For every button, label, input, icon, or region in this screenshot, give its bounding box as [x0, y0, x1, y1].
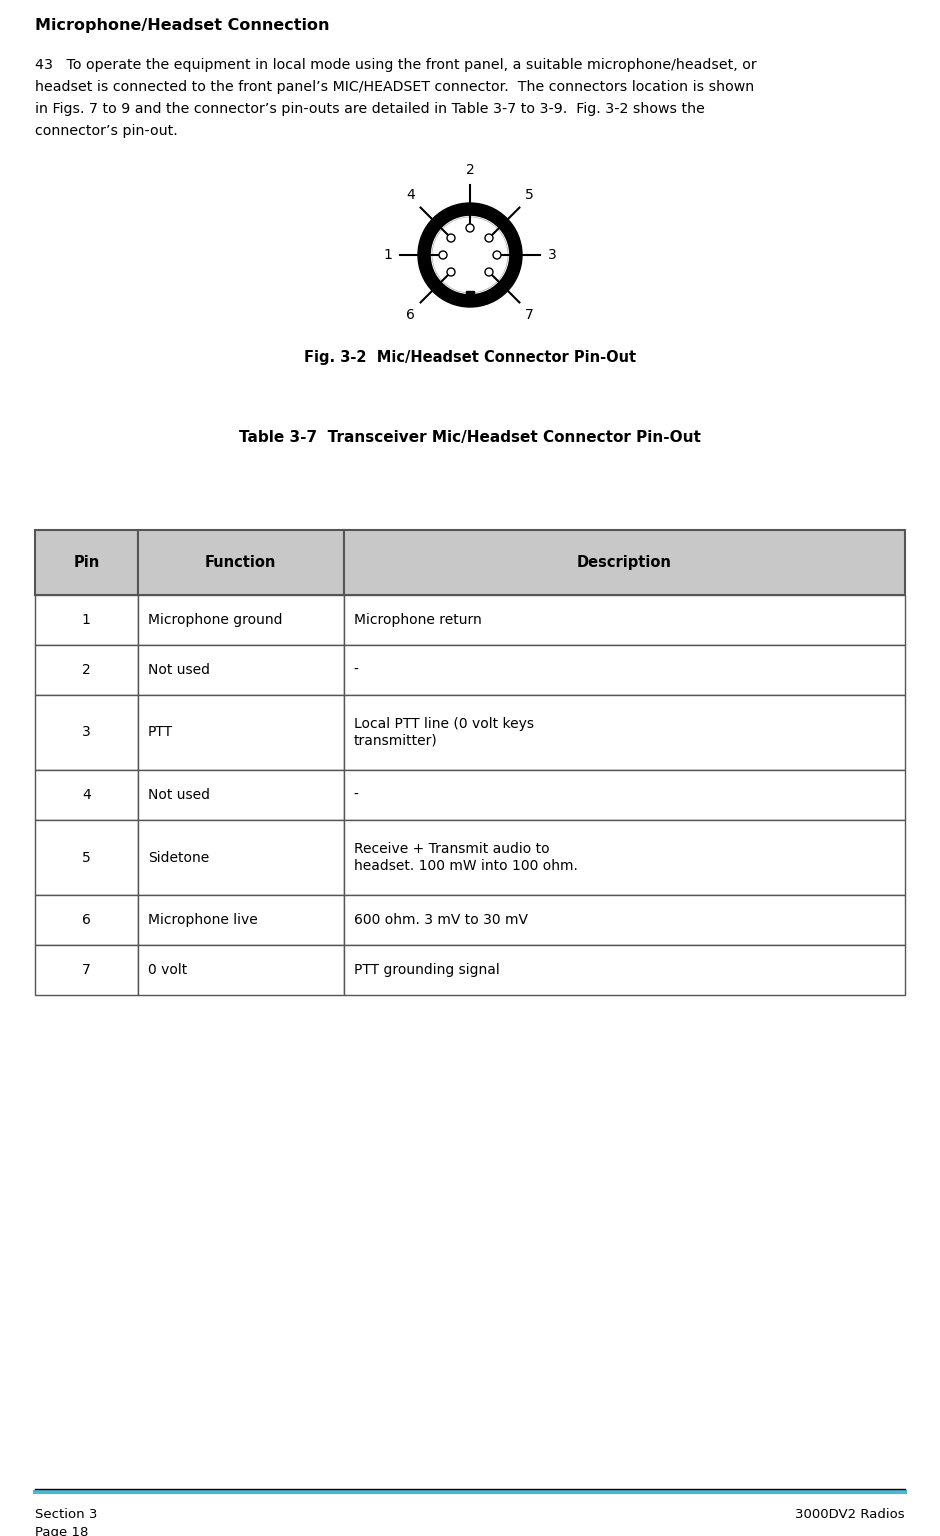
Text: 3: 3 — [82, 725, 90, 739]
Circle shape — [466, 224, 474, 232]
Text: 0 volt: 0 volt — [148, 963, 187, 977]
Circle shape — [439, 250, 447, 260]
Text: Page 18: Page 18 — [35, 1525, 88, 1536]
Text: Fig. 3-2  Mic/Headset Connector Pin-Out: Fig. 3-2 Mic/Headset Connector Pin-Out — [304, 350, 636, 366]
Bar — [344, 770, 905, 820]
Circle shape — [447, 267, 455, 276]
Text: Local PTT line (0 volt keys: Local PTT line (0 volt keys — [353, 717, 534, 731]
Text: connector’s pin-out.: connector’s pin-out. — [35, 124, 178, 138]
Text: Table 3-7  Transceiver Mic/Headset Connector Pin-Out: Table 3-7 Transceiver Mic/Headset Connec… — [239, 430, 701, 445]
Text: Microphone return: Microphone return — [353, 613, 481, 627]
Circle shape — [485, 267, 493, 276]
Circle shape — [430, 215, 510, 295]
Circle shape — [485, 233, 493, 243]
Text: 3: 3 — [548, 247, 556, 263]
Text: Microphone ground: Microphone ground — [148, 613, 282, 627]
Circle shape — [493, 250, 501, 260]
Bar — [137, 530, 344, 594]
Text: 2: 2 — [82, 664, 90, 677]
Bar — [344, 645, 905, 694]
Text: 600 ohm. 3 mV to 30 mV: 600 ohm. 3 mV to 30 mV — [353, 912, 528, 928]
Text: 7: 7 — [82, 963, 90, 977]
Text: Pin: Pin — [73, 554, 100, 570]
Text: Microphone/Headset Connection: Microphone/Headset Connection — [35, 18, 330, 32]
Text: 2: 2 — [465, 163, 475, 177]
Text: transmitter): transmitter) — [353, 734, 438, 748]
Text: Section 3: Section 3 — [35, 1508, 98, 1521]
Text: 3000DV2 Radios: 3000DV2 Radios — [795, 1508, 905, 1521]
Text: headset. 100 mW into 100 ohm.: headset. 100 mW into 100 ohm. — [353, 859, 578, 872]
Bar — [466, 290, 474, 296]
Bar — [137, 945, 344, 995]
Text: PTT grounding signal: PTT grounding signal — [353, 963, 499, 977]
Text: 5: 5 — [525, 187, 534, 201]
Text: 7: 7 — [525, 309, 534, 323]
Bar — [35, 945, 137, 995]
Text: 4: 4 — [82, 788, 90, 802]
Text: Microphone live: Microphone live — [148, 912, 258, 928]
Bar — [344, 594, 905, 645]
Bar — [137, 770, 344, 820]
Text: 4: 4 — [406, 187, 415, 201]
Text: 6: 6 — [82, 912, 91, 928]
Bar — [344, 820, 905, 895]
Bar — [137, 694, 344, 770]
Text: -: - — [353, 664, 359, 677]
Bar — [344, 895, 905, 945]
Bar — [35, 820, 137, 895]
Text: 5: 5 — [82, 851, 90, 865]
Text: Function: Function — [205, 554, 276, 570]
Text: in Figs. 7 to 9 and the connector’s pin-outs are detailed in Table 3-7 to 3-9.  : in Figs. 7 to 9 and the connector’s pin-… — [35, 101, 705, 117]
Circle shape — [447, 233, 455, 243]
Bar — [344, 694, 905, 770]
Text: headset is connected to the front panel’s MIC/HEADSET connector.  The connectors: headset is connected to the front panel’… — [35, 80, 754, 94]
Text: Sidetone: Sidetone — [148, 851, 209, 865]
Text: Not used: Not used — [148, 664, 210, 677]
Text: 43   To operate the equipment in local mode using the front panel, a suitable mi: 43 To operate the equipment in local mod… — [35, 58, 757, 72]
Text: PTT: PTT — [148, 725, 173, 739]
Text: 1: 1 — [82, 613, 91, 627]
Text: Description: Description — [577, 554, 672, 570]
Bar — [137, 645, 344, 694]
Bar — [35, 530, 137, 594]
Text: 6: 6 — [406, 309, 415, 323]
Bar — [344, 530, 905, 594]
Bar — [137, 895, 344, 945]
Text: Not used: Not used — [148, 788, 210, 802]
Bar — [344, 945, 905, 995]
Text: Receive + Transmit audio to: Receive + Transmit audio to — [353, 842, 550, 856]
Bar — [35, 694, 137, 770]
Text: -: - — [353, 788, 359, 802]
Bar — [137, 594, 344, 645]
Text: 1: 1 — [384, 247, 392, 263]
Bar — [35, 770, 137, 820]
Bar — [137, 820, 344, 895]
Bar — [35, 895, 137, 945]
Circle shape — [418, 203, 522, 307]
Bar — [35, 594, 137, 645]
Bar — [35, 645, 137, 694]
